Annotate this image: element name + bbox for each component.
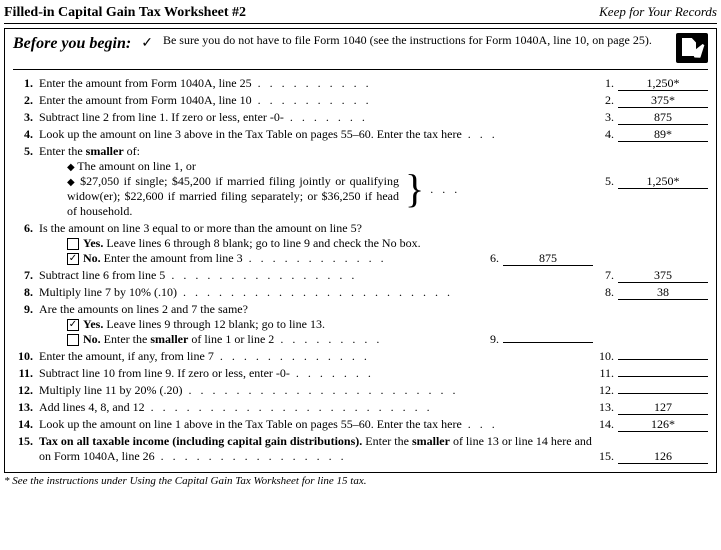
checkbox-no-9 bbox=[67, 334, 79, 346]
line-8: 8. Multiply line 7 by 10% (.10) . . . . … bbox=[13, 285, 708, 300]
line-3: 3. Subtract line 2 from line 1. If zero … bbox=[13, 110, 708, 125]
value-13: 127 bbox=[618, 401, 708, 415]
check-icon: ✓ bbox=[141, 33, 153, 52]
value-2: 375* bbox=[618, 94, 708, 108]
value-5: 1,250* bbox=[618, 175, 708, 189]
value-9 bbox=[503, 342, 593, 343]
value-6: 875 bbox=[503, 252, 593, 266]
line-14: 14. Look up the amount on line 1 above i… bbox=[13, 417, 708, 432]
line-13: 13. Add lines 4, 8, and 12 . . . . . . .… bbox=[13, 400, 708, 415]
worksheet-body: Before you begin: ✓ Be sure you do not h… bbox=[4, 28, 717, 473]
checkbox-yes-6 bbox=[67, 238, 79, 250]
line-5: 5. Enter the smaller of: The amount on l… bbox=[13, 144, 708, 219]
before-label: Before you begin: bbox=[13, 33, 131, 53]
line-2: 2. Enter the amount from Form 1040A, lin… bbox=[13, 93, 708, 108]
line-1: 1. Enter the amount from Form 1040A, lin… bbox=[13, 76, 708, 91]
brace-icon: } bbox=[405, 169, 424, 209]
before-you-begin: Before you begin: ✓ Be sure you do not h… bbox=[13, 33, 708, 70]
line-7: 7. Subtract line 6 from line 5 . . . . .… bbox=[13, 268, 708, 283]
value-3: 875 bbox=[618, 111, 708, 125]
value-1: 1,250* bbox=[618, 77, 708, 91]
worksheet-title: Filled-in Capital Gain Tax Worksheet #2 bbox=[4, 5, 246, 21]
checkbox-yes-9: ✓ bbox=[67, 319, 79, 331]
line-15: 15. Tax on all taxable income (including… bbox=[13, 434, 708, 464]
value-7: 375 bbox=[618, 269, 708, 283]
line-10: 10. Enter the amount, if any, from line … bbox=[13, 349, 708, 364]
keep-records: Keep for Your Records bbox=[599, 4, 717, 20]
before-text: Be sure you do not have to file Form 104… bbox=[163, 33, 666, 48]
value-12 bbox=[618, 393, 708, 394]
line-12: 12. Multiply line 11 by 20% (.20) . . . … bbox=[13, 383, 708, 398]
title-bar: Filled-in Capital Gain Tax Worksheet #2 … bbox=[4, 4, 717, 24]
value-10 bbox=[618, 359, 708, 360]
line-4: 4. Look up the amount on line 3 above in… bbox=[13, 127, 708, 142]
pencil-records-icon bbox=[676, 33, 708, 63]
value-15: 126 bbox=[618, 450, 708, 464]
value-11 bbox=[618, 376, 708, 377]
value-14: 126* bbox=[618, 418, 708, 432]
value-4: 89* bbox=[618, 128, 708, 142]
footnote: * See the instructions under Using the C… bbox=[4, 475, 717, 487]
value-8: 38 bbox=[618, 286, 708, 300]
line-9: 9. Are the amounts on lines 2 and 7 the … bbox=[13, 302, 708, 347]
checkbox-no-6: ✓ bbox=[67, 253, 79, 265]
line-11: 11. Subtract line 10 from line 9. If zer… bbox=[13, 366, 708, 381]
line-6: 6. Is the amount on line 3 equal to or m… bbox=[13, 221, 708, 266]
